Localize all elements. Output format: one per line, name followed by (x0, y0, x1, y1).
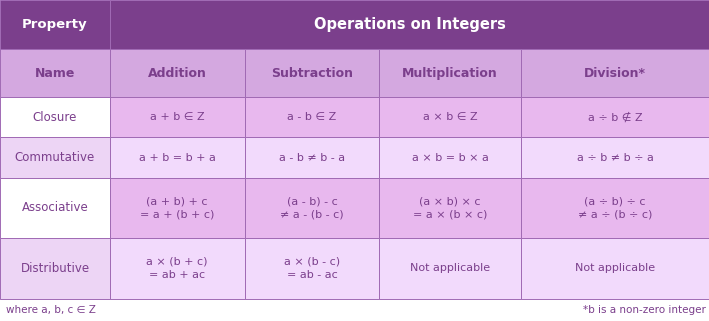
Bar (110, 97, 245, 137)
Text: Multiplication: Multiplication (402, 67, 498, 80)
Bar (245, 137, 379, 178)
Text: a ÷ b ∉ Z: a ÷ b ∉ Z (588, 112, 642, 123)
Text: (a + b) + c
= a + (b + c): (a + b) + c = a + (b + c) (140, 196, 214, 219)
Bar (521, 97, 709, 137)
Bar (0, 0, 110, 49)
Text: a × (b + c)
= ab + ac: a × (b + c) = ab + ac (147, 257, 208, 280)
Bar (379, 238, 521, 299)
Text: *b is a non-zero integer: *b is a non-zero integer (583, 305, 705, 315)
Text: Distributive: Distributive (21, 262, 89, 275)
Text: (a - b) - c
≠ a - (b - c): (a - b) - c ≠ a - (b - c) (280, 196, 344, 219)
Bar (245, 178, 379, 238)
Bar (245, 97, 379, 137)
Text: a × (b - c)
= ab - ac: a × (b - c) = ab - ac (284, 257, 340, 280)
Text: (a ÷ b) ÷ c
≠ a ÷ (b ÷ c): (a ÷ b) ÷ c ≠ a ÷ (b ÷ c) (578, 196, 652, 219)
Bar (0, 49, 110, 97)
Bar (379, 178, 521, 238)
Text: where a, b, c ∈ Z: where a, b, c ∈ Z (6, 305, 96, 315)
Text: a ÷ b ≠ b ÷ a: a ÷ b ≠ b ÷ a (576, 152, 654, 162)
Bar (110, 0, 709, 49)
Bar (110, 137, 245, 178)
Text: Addition: Addition (147, 67, 207, 80)
Text: a - b ∈ Z: a - b ∈ Z (287, 112, 337, 122)
Text: Name: Name (35, 67, 75, 80)
Text: Closure: Closure (33, 111, 77, 124)
Bar (0, 97, 110, 137)
Bar (379, 97, 521, 137)
Text: (a × b) × c
= a × (b × c): (a × b) × c = a × (b × c) (413, 196, 487, 219)
Text: Property: Property (22, 18, 88, 31)
Text: a + b = b + a: a + b = b + a (139, 152, 216, 162)
Bar (245, 238, 379, 299)
Text: Operations on Integers: Operations on Integers (313, 17, 506, 32)
Bar (110, 178, 245, 238)
Text: Commutative: Commutative (15, 151, 95, 164)
Text: Subtraction: Subtraction (271, 67, 353, 80)
Bar (379, 137, 521, 178)
Text: a - b ≠ b - a: a - b ≠ b - a (279, 152, 345, 162)
Bar (110, 238, 245, 299)
Text: Division*: Division* (584, 67, 646, 80)
Text: Associative: Associative (21, 201, 89, 214)
Bar (521, 49, 709, 97)
Text: a + b ∈ Z: a + b ∈ Z (150, 112, 205, 122)
Bar (110, 49, 245, 97)
Bar (0, 238, 110, 299)
Bar (0, 137, 110, 178)
Bar (521, 238, 709, 299)
Bar (0, 178, 110, 238)
Bar (245, 49, 379, 97)
Bar (379, 49, 521, 97)
Bar (521, 178, 709, 238)
Text: a × b ∈ Z: a × b ∈ Z (423, 112, 478, 122)
Text: a × b = b × a: a × b = b × a (412, 152, 489, 162)
Text: Not applicable: Not applicable (575, 263, 655, 273)
Bar (521, 137, 709, 178)
Text: Not applicable: Not applicable (410, 263, 491, 273)
